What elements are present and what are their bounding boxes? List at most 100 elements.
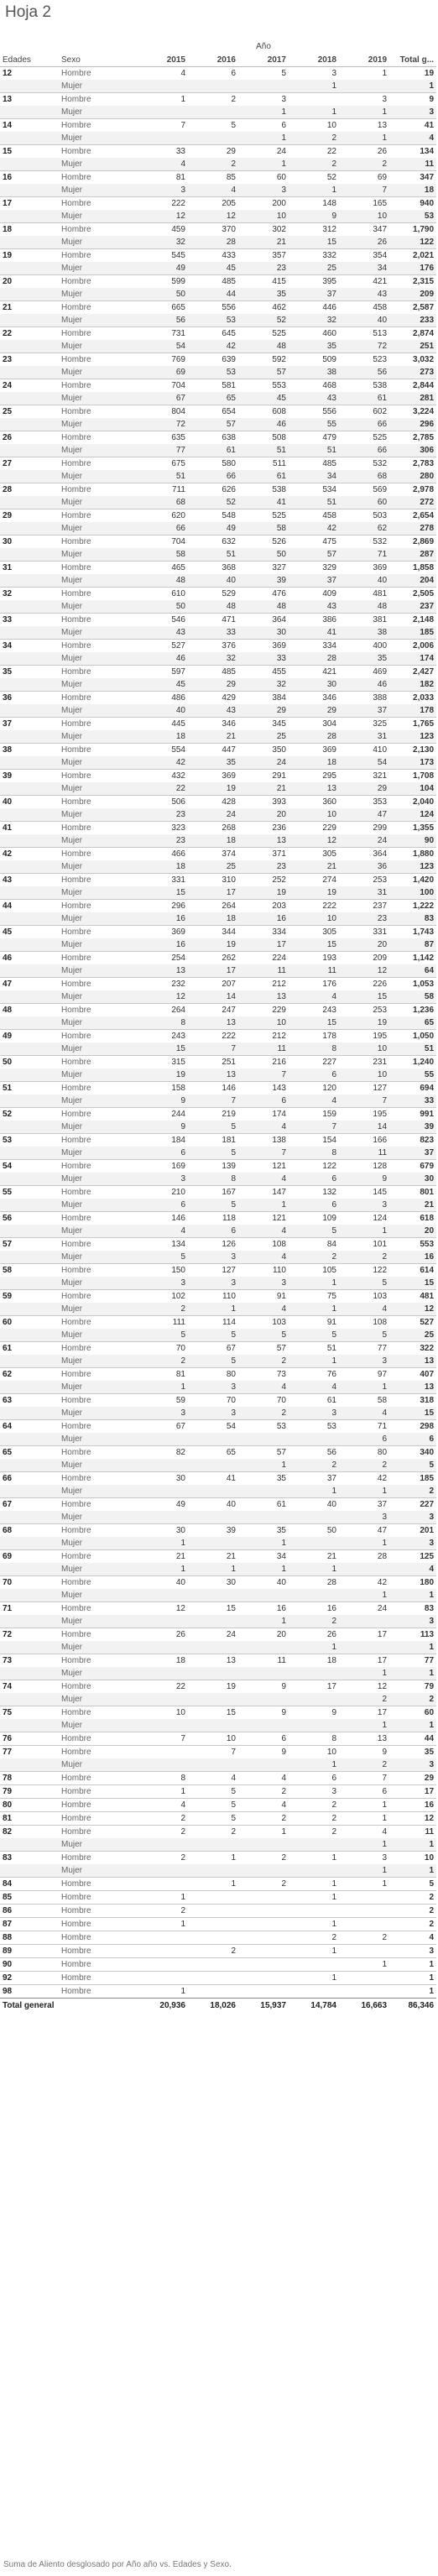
value-cell-2017: 11 bbox=[238, 1654, 289, 1667]
age-cell: 25 bbox=[0, 405, 59, 418]
value-cell-2019: 237 bbox=[339, 899, 390, 912]
value-cell-2019: 17 bbox=[339, 1654, 390, 1667]
value-cell-2018: 32 bbox=[289, 314, 339, 327]
value-cell-2015: 9 bbox=[138, 1121, 188, 1134]
table-row: 38 Hombre 554 447 350 369 410 2,130 bbox=[0, 743, 437, 756]
value-cell-2016 bbox=[188, 1758, 238, 1772]
value-cell-2015: 3 bbox=[138, 1277, 188, 1290]
age-cell bbox=[0, 288, 59, 301]
value-cell-2019: 26 bbox=[339, 236, 390, 249]
sex-cell: Hombre bbox=[59, 1825, 138, 1838]
sex-cell: Mujer bbox=[59, 574, 138, 588]
value-cell-2018: 305 bbox=[289, 925, 339, 938]
table-row: Mujer 1 1 1 1 4 bbox=[0, 1563, 437, 1576]
value-cell-2015: 30 bbox=[138, 1471, 188, 1485]
value-cell-2018: 1 bbox=[289, 1641, 339, 1654]
value-cell-2017: 1 bbox=[238, 1537, 289, 1550]
header-sex[interactable]: Sexo bbox=[59, 53, 138, 67]
row-total-cell: 1,142 bbox=[389, 951, 437, 964]
value-cell-2015: 22 bbox=[138, 782, 188, 796]
value-cell-2019: 29 bbox=[339, 782, 390, 796]
table-row: Mujer 18 25 23 21 36 123 bbox=[0, 860, 437, 874]
table-row: 47 Hombre 232 207 212 176 226 1,053 bbox=[0, 977, 437, 990]
age-cell bbox=[0, 730, 59, 744]
value-cell-2015: 546 bbox=[138, 613, 188, 626]
value-cell-2018: 2 bbox=[289, 1931, 339, 1945]
header-year-2016[interactable]: 2016 bbox=[188, 53, 238, 67]
age-cell: 20 bbox=[0, 274, 59, 288]
value-cell-2015: 8 bbox=[138, 1016, 188, 1030]
value-cell-2017 bbox=[238, 1944, 289, 1958]
row-total-cell: 123 bbox=[389, 730, 437, 744]
value-cell-2015: 18 bbox=[138, 860, 188, 874]
value-cell-2015: 5 bbox=[138, 1329, 188, 1342]
header-year-2018[interactable]: 2018 bbox=[289, 53, 339, 67]
value-cell-2019: 47 bbox=[339, 1523, 390, 1537]
value-cell-2019: 36 bbox=[339, 860, 390, 874]
table-row: 68 Hombre 30 39 35 50 47 201 bbox=[0, 1523, 437, 1537]
value-cell-2015: 59 bbox=[138, 1393, 188, 1407]
row-total-cell: 5 bbox=[389, 1459, 437, 1472]
table-row: 37 Hombre 445 346 345 304 325 1,765 bbox=[0, 717, 437, 730]
value-cell-2016: 24 bbox=[188, 1628, 238, 1641]
value-cell-2017: 9 bbox=[238, 1680, 289, 1693]
age-cell bbox=[0, 548, 59, 562]
age-cell: 48 bbox=[0, 1003, 59, 1016]
pivot-table-container: Año Edades Sexo 2015 2016 2017 2018 2019… bbox=[0, 40, 438, 2012]
value-cell-2018: 1 bbox=[289, 1277, 339, 1290]
value-cell-2017: 4 bbox=[238, 1121, 289, 1134]
value-cell-2019: 364 bbox=[339, 847, 390, 860]
value-cell-2016: 632 bbox=[188, 535, 238, 548]
sex-cell: Hombre bbox=[59, 717, 138, 730]
age-cell: 86 bbox=[0, 1904, 59, 1918]
value-cell-2017: 11 bbox=[238, 964, 289, 978]
age-cell bbox=[0, 1329, 59, 1342]
value-cell-2017: 2 bbox=[238, 1784, 289, 1799]
header-year-2017[interactable]: 2017 bbox=[238, 53, 289, 67]
row-total-cell: 527 bbox=[389, 1315, 437, 1329]
value-cell-2018: 295 bbox=[289, 769, 339, 782]
value-cell-2018: 360 bbox=[289, 795, 339, 808]
table-row: Mujer 12 14 13 4 15 58 bbox=[0, 990, 437, 1004]
value-cell-2019: 31 bbox=[339, 730, 390, 744]
header-year-2015[interactable]: 2015 bbox=[138, 53, 188, 67]
value-cell-2017: 525 bbox=[238, 327, 289, 340]
value-cell-2019: 24 bbox=[339, 1602, 390, 1615]
age-cell bbox=[0, 1095, 59, 1108]
header-year-2019[interactable]: 2019 bbox=[339, 53, 390, 67]
row-total-cell: 174 bbox=[389, 652, 437, 666]
header-age[interactable]: Edades bbox=[0, 53, 59, 67]
value-cell-2019: 2 bbox=[339, 1693, 390, 1706]
table-row: Mujer 6 5 1 6 3 21 bbox=[0, 1199, 437, 1212]
value-cell-2018: 38 bbox=[289, 366, 339, 379]
value-cell-2015: 12 bbox=[138, 1602, 188, 1615]
value-cell-2017: 39 bbox=[238, 574, 289, 588]
value-cell-2019: 1 bbox=[339, 66, 390, 80]
row-total-cell: 3 bbox=[389, 106, 437, 119]
table-row: Mujer 46 32 33 28 35 174 bbox=[0, 652, 437, 666]
value-cell-2015: 12 bbox=[138, 210, 188, 223]
value-cell-2017 bbox=[238, 1667, 289, 1680]
value-cell-2017: 393 bbox=[238, 795, 289, 808]
age-cell bbox=[0, 1459, 59, 1472]
value-cell-2015: 3 bbox=[138, 1173, 188, 1186]
header-total[interactable]: Total g... bbox=[389, 53, 437, 67]
age-cell: 32 bbox=[0, 587, 59, 600]
age-cell: 51 bbox=[0, 1081, 59, 1095]
value-cell-2016: 580 bbox=[188, 457, 238, 470]
sex-cell: Hombre bbox=[59, 769, 138, 782]
table-row: Mujer 4 6 4 5 1 20 bbox=[0, 1225, 437, 1238]
row-total-cell: 4 bbox=[389, 132, 437, 145]
table-row: Mujer 1 1 bbox=[0, 1667, 437, 1680]
value-cell-2018: 1 bbox=[289, 106, 339, 119]
table-row: 16 Hombre 81 85 60 52 69 347 bbox=[0, 170, 437, 184]
value-cell-2016: 32 bbox=[188, 652, 238, 666]
table-row: Mujer 23 24 20 10 47 124 bbox=[0, 808, 437, 822]
value-cell-2019: 66 bbox=[339, 444, 390, 457]
value-cell-2015: 554 bbox=[138, 743, 188, 756]
table-row: Mujer 1 1 1 3 bbox=[0, 1537, 437, 1550]
value-cell-2019 bbox=[339, 1641, 390, 1654]
table-row: 72 Hombre 26 24 20 26 17 113 bbox=[0, 1628, 437, 1641]
sex-cell: Hombre bbox=[59, 248, 138, 262]
sex-cell: Hombre bbox=[59, 1654, 138, 1667]
